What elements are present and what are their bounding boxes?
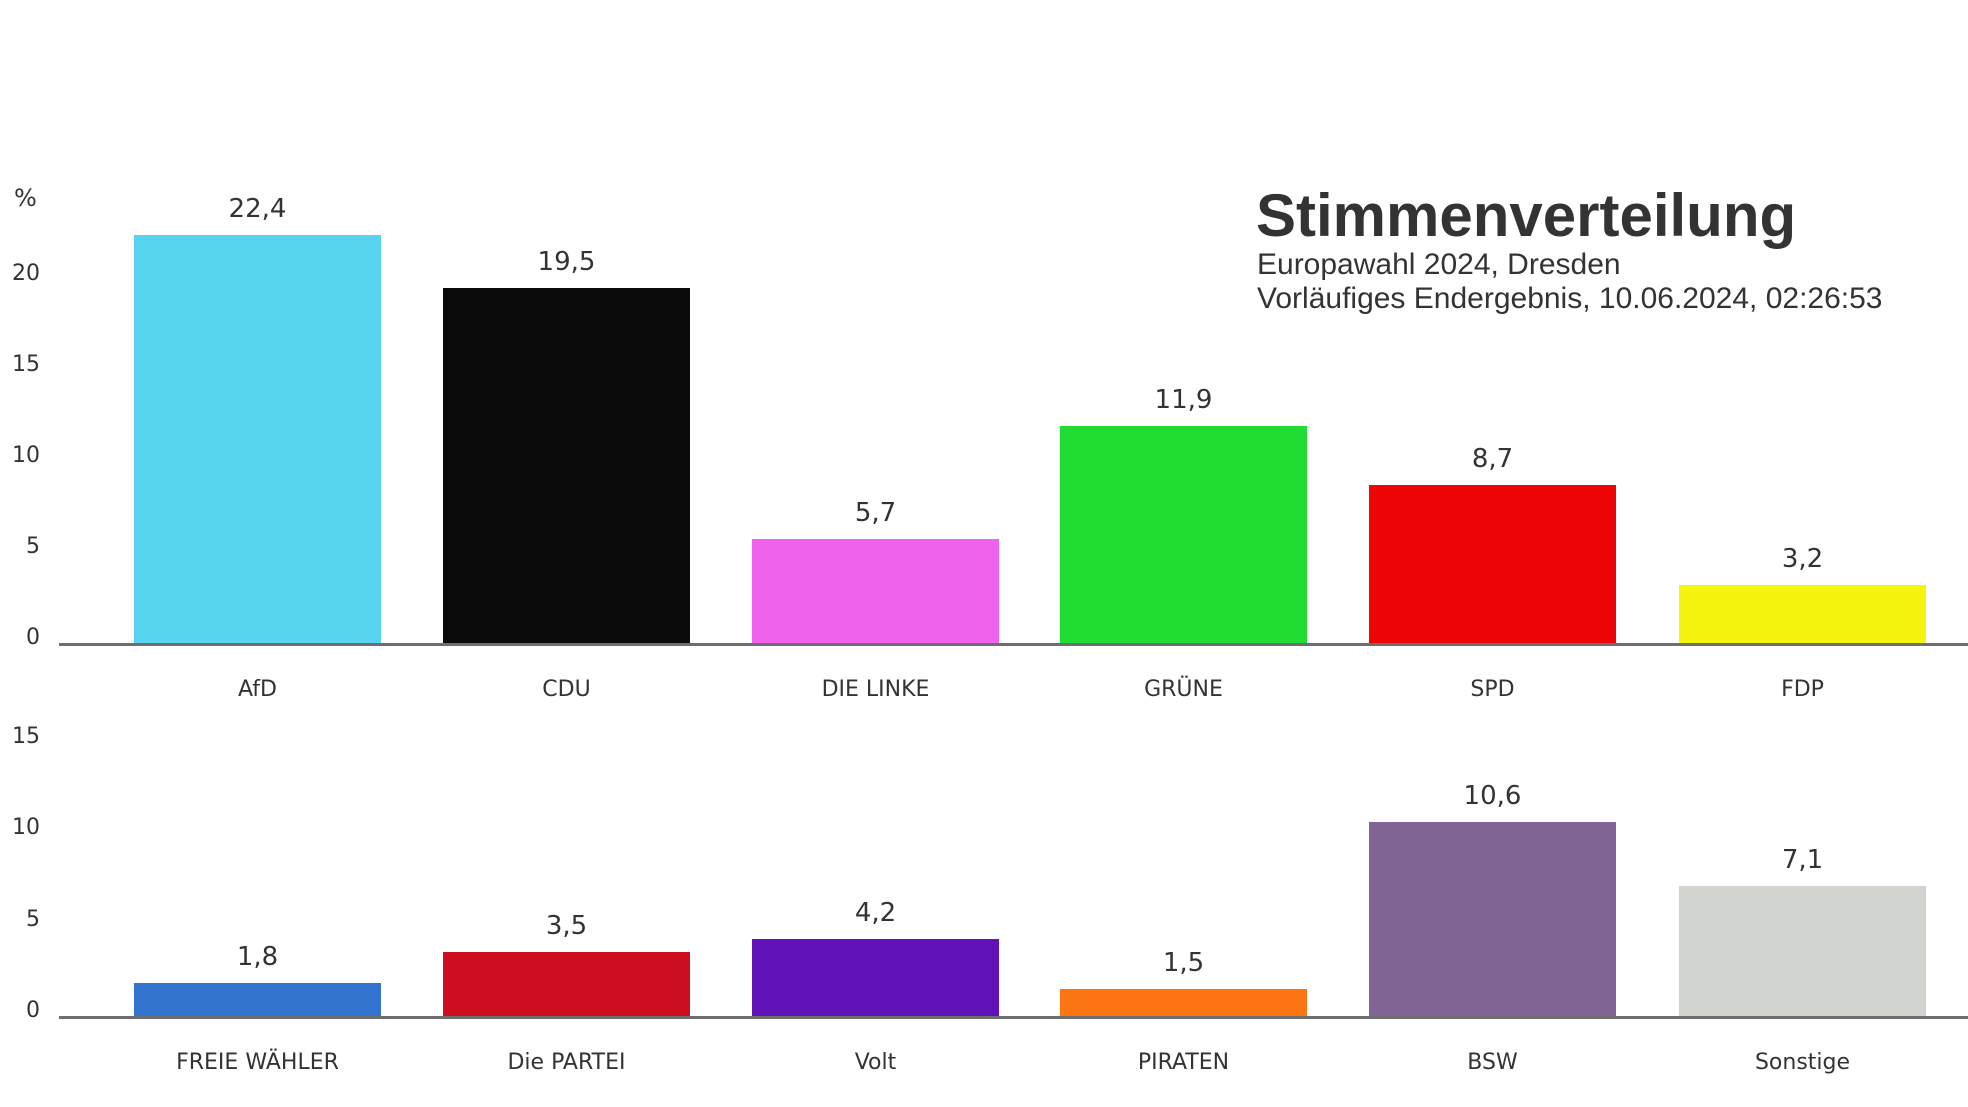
bar-value-label: 19,5 — [537, 247, 596, 278]
y-tick-label: 10 — [12, 815, 40, 840]
bar-value-label: 4,2 — [854, 898, 897, 929]
bar-value-label: 8,7 — [1471, 443, 1514, 474]
bar-die-partei — [443, 951, 690, 1016]
category-label: FREIE WÄHLER — [176, 1050, 339, 1075]
chart-subtitle: Europawahl 2024, Dresden — [1257, 248, 1621, 281]
y-tick-label: 0 — [26, 998, 40, 1023]
bar-afd — [134, 235, 381, 643]
category-label: DIE LINKE — [821, 677, 930, 702]
bar-spd — [1369, 484, 1616, 643]
bar-freie-wähler — [134, 983, 381, 1016]
bar-value-label: 3,5 — [545, 910, 588, 941]
bar-piraten — [1060, 988, 1307, 1016]
category-label: SPD — [1470, 677, 1515, 702]
bar-die-linke — [752, 539, 999, 643]
category-label: BSW — [1467, 1050, 1518, 1075]
category-label: GRÜNE — [1144, 677, 1223, 702]
bar-value-label: 22,4 — [228, 194, 287, 225]
y-tick-label: 15 — [12, 352, 40, 377]
chart-title: Stimmenverteilung — [1256, 182, 1797, 249]
bar-cdu — [443, 288, 690, 643]
category-label: Die PARTEI — [507, 1050, 626, 1075]
bar-value-label: 10,6 — [1463, 781, 1522, 812]
bar-bsw — [1369, 822, 1616, 1016]
bar-value-label: 5,7 — [854, 498, 897, 529]
bar-volt — [752, 939, 999, 1016]
bar-sonstige — [1679, 886, 1926, 1016]
bar-value-label: 1,5 — [1162, 947, 1205, 978]
category-label: PIRATEN — [1137, 1050, 1230, 1075]
category-label: AfD — [238, 677, 277, 702]
category-label: Sonstige — [1754, 1050, 1851, 1075]
bar-fdp — [1679, 584, 1926, 643]
bar-value-label: 3,2 — [1781, 543, 1824, 574]
bar-value-label: 1,8 — [236, 942, 279, 973]
bar-value-label: 7,1 — [1781, 845, 1824, 876]
x-axis-line — [59, 1016, 1968, 1019]
category-label: FDP — [1781, 677, 1824, 702]
result-status: Vorläufiges Endergebnis, 10.06.2024, 02:… — [1257, 282, 1883, 315]
y-axis-unit: % — [14, 184, 37, 212]
y-tick-label: 5 — [26, 906, 40, 932]
y-tick-label: 0 — [26, 625, 40, 650]
y-tick-label: 20 — [12, 261, 40, 286]
x-axis-line — [59, 643, 1968, 646]
y-tick-label: 15 — [12, 723, 40, 749]
y-tick-label: 5 — [26, 534, 40, 559]
category-label: CDU — [542, 677, 591, 702]
category-label: Volt — [854, 1050, 897, 1075]
y-tick-label: 10 — [12, 443, 40, 468]
bar-grüne — [1060, 426, 1307, 643]
bar-value-label: 11,9 — [1154, 385, 1213, 416]
